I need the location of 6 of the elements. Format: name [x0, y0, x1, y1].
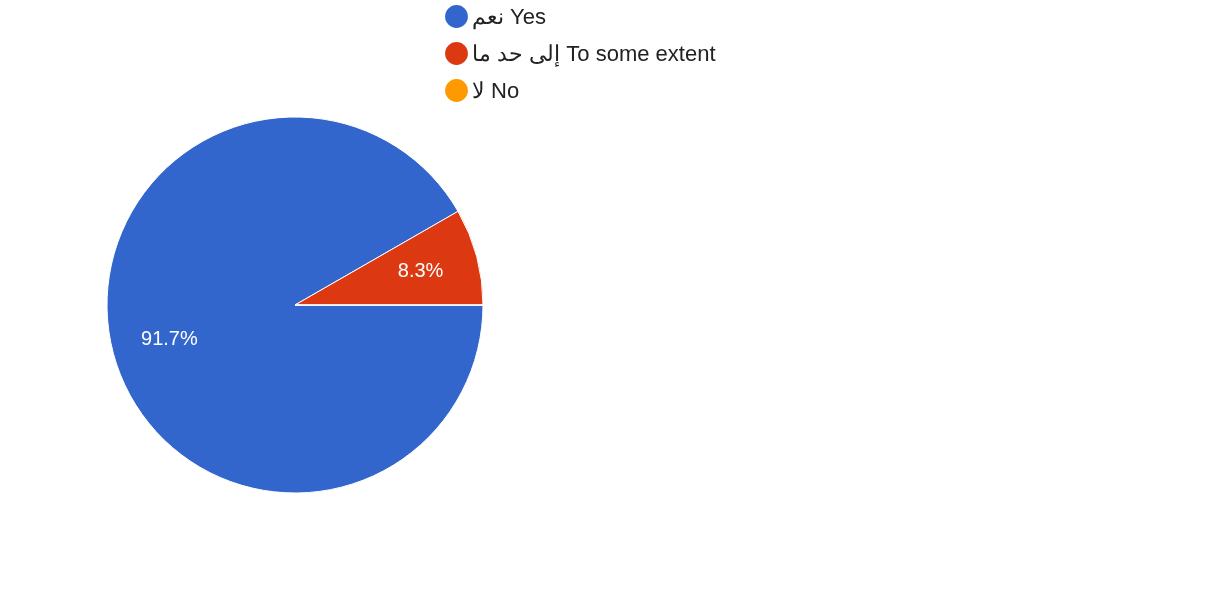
legend-label: إلى حد ما To some extent — [472, 40, 716, 67]
data-label: 8.3% — [397, 259, 444, 282]
legend-label: لا No — [472, 77, 520, 103]
data-label: 91.7% — [141, 326, 198, 349]
legend-label: نعم Yes — [472, 3, 547, 30]
pie-slice — [106, 116, 484, 494]
